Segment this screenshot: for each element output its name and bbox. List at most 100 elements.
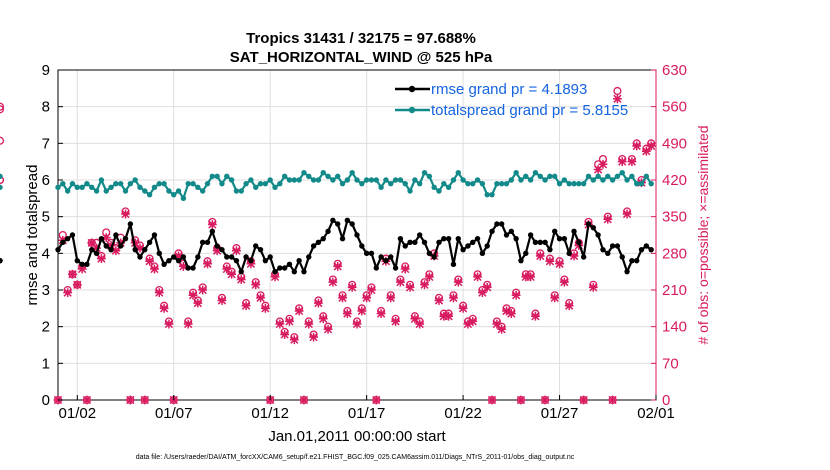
rmse-point xyxy=(638,246,645,253)
obs-assimilated-point xyxy=(506,309,516,318)
obs-assimilated-point xyxy=(646,141,656,151)
rmse-point xyxy=(580,254,587,260)
rmse-point xyxy=(209,228,216,235)
totalspread-point xyxy=(383,177,389,183)
x-tick-label: 02/01 xyxy=(637,405,675,422)
totalspread-point xyxy=(455,169,461,176)
obs-assimilated-point xyxy=(487,395,497,405)
obs-assimilated-point xyxy=(164,319,174,329)
legend-marker-rmse xyxy=(408,85,416,93)
rmse-point xyxy=(335,221,341,227)
obs-assimilated-point xyxy=(535,251,545,261)
rmse-point xyxy=(277,265,283,271)
rmse-point xyxy=(484,243,490,249)
totalspread-point xyxy=(450,177,457,183)
rmse-point xyxy=(98,235,105,242)
totalspread-point xyxy=(416,180,423,187)
totalspread-point xyxy=(320,169,326,176)
rmse-point xyxy=(392,265,399,271)
totalspread-point xyxy=(243,180,249,187)
rmse-point xyxy=(441,235,447,242)
totalspread-point xyxy=(0,184,3,191)
totalspread-point xyxy=(378,184,384,191)
totalspread-point xyxy=(595,173,601,180)
totalspread-point xyxy=(330,177,336,183)
totalspread-point xyxy=(156,180,162,187)
footnote: data file: /Users/raeder/DAI/ATM_forcXX/… xyxy=(136,454,575,461)
y-axis-left: 0 1 2 3 4 5 6 7 8 9 xyxy=(42,62,63,409)
rmse-point xyxy=(142,246,148,253)
obs-assimilated-point xyxy=(212,246,222,256)
totalspread-point xyxy=(518,177,524,183)
rmse-point xyxy=(84,261,90,268)
rmse-point xyxy=(74,257,80,264)
rmse-point xyxy=(634,257,640,264)
totalspread-point xyxy=(113,180,119,187)
obs-assimilated-point xyxy=(603,214,613,224)
rmse-point xyxy=(171,254,177,260)
rmse-point xyxy=(373,265,379,271)
rmse-point xyxy=(89,246,95,253)
obs-assimilated-point xyxy=(473,272,482,282)
rmse-point xyxy=(219,246,225,253)
y-right-tick-label: 420 xyxy=(662,172,687,189)
rmse-point xyxy=(156,250,162,257)
obs-assimilated-point xyxy=(246,259,256,269)
obs-assimilated-point xyxy=(222,264,232,274)
obs-assimilated-point xyxy=(125,395,135,405)
legend-label-spread: totalspread grand pr = 5.8155 xyxy=(431,102,628,119)
obs-assimilated-point xyxy=(275,319,285,329)
obs-assimilated-point xyxy=(72,280,82,290)
obs-assimilated-point xyxy=(555,259,564,269)
obs-possible-point xyxy=(0,105,5,114)
rmse-point xyxy=(479,250,486,257)
obs-assimilated-point xyxy=(477,288,487,298)
obs-assimilated-point xyxy=(342,309,352,318)
rmse-point xyxy=(233,257,240,264)
obs-assimilated-point xyxy=(299,395,309,405)
rmse-point xyxy=(55,246,61,253)
rmse-point xyxy=(306,254,312,260)
totalspread-point xyxy=(219,180,225,187)
obs-assimilated-point xyxy=(550,293,560,303)
totalspread-point xyxy=(532,169,539,176)
y-tick-label: 5 xyxy=(42,209,50,226)
totalspread-point xyxy=(142,188,148,194)
y-axis-label: rmse and totalspread xyxy=(24,165,41,306)
obs-assimilated-point xyxy=(367,285,376,295)
obs-assimilated-point xyxy=(540,395,550,405)
obs-assimilated-point xyxy=(314,298,323,308)
totalspread-point xyxy=(199,188,206,194)
totalspread-point xyxy=(69,180,76,187)
totalspread-point xyxy=(609,177,616,183)
chart-title: Tropics 31431 / 32175 = 97.688% xyxy=(246,30,476,47)
rmse-point xyxy=(576,239,582,246)
totalspread-point xyxy=(93,188,100,194)
rmse-point xyxy=(513,235,519,242)
obs-assimilated-point xyxy=(328,277,338,287)
obs-assimilated-point xyxy=(352,319,362,329)
x-axis: 01/02 01/07 01/12 01/17 01/22 01/27 02/01 xyxy=(59,395,675,422)
rmse-point xyxy=(561,235,568,242)
obs-assimilated-point xyxy=(145,256,155,266)
rmse-point xyxy=(445,235,452,242)
totalspread-point xyxy=(373,177,379,183)
totalspread-point xyxy=(335,173,341,180)
x-tick-label: 01/22 xyxy=(444,405,482,422)
totalspread-point xyxy=(426,173,433,180)
rmse-point xyxy=(161,261,167,268)
obs-assimilated-point xyxy=(101,233,111,243)
totalspread-point xyxy=(614,173,621,180)
x-tick-label: 01/27 xyxy=(541,405,579,422)
rmse-point xyxy=(378,254,384,260)
totalspread-point xyxy=(552,173,558,180)
obs-assimilated-point xyxy=(251,280,261,290)
totalspread-point xyxy=(354,177,360,183)
obs-assimilated-point xyxy=(410,314,420,324)
obs-assimilated-point xyxy=(449,293,458,303)
obs-assimilated-point xyxy=(516,395,526,405)
rmse-point xyxy=(69,232,76,238)
totalspread-point xyxy=(122,188,129,194)
totalspread-point xyxy=(127,180,134,187)
totalspread-point xyxy=(103,188,109,194)
